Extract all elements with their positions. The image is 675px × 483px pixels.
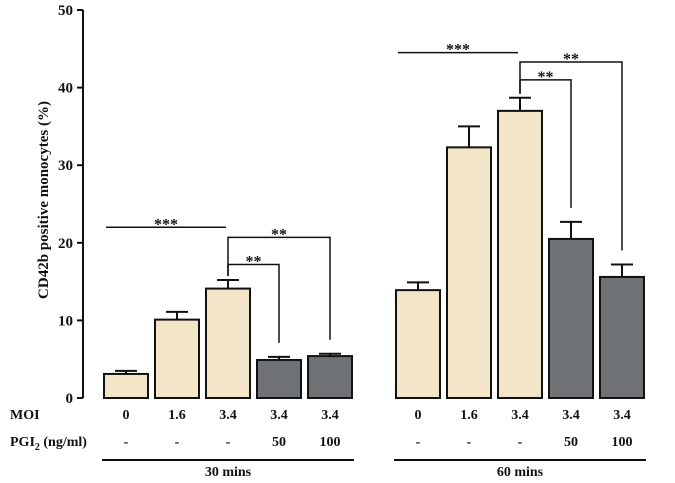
significance-bracket — [519, 61, 623, 251]
bar — [599, 275, 645, 399]
pgi-value: - — [416, 435, 421, 450]
bar — [446, 146, 492, 399]
moi-value: 3.4 — [321, 408, 339, 423]
pgi-value: - — [175, 435, 180, 450]
pgi-value: - — [226, 435, 231, 450]
pgi-row-label: PGI2 (ng/ml) — [10, 435, 87, 453]
bar — [307, 355, 353, 400]
significance-label: *** — [446, 42, 470, 59]
moi-value: 3.4 — [613, 408, 631, 423]
moi-value: 3.4 — [219, 408, 237, 423]
bar — [395, 289, 441, 399]
y-axis-label: CD42b positive monocytes (%) — [36, 101, 52, 299]
bars — [103, 96, 645, 400]
significance-label: ** — [563, 51, 579, 68]
y-tick-label: 50 — [58, 3, 73, 19]
bar — [497, 109, 543, 399]
condition-labels: MOI PGI2 (ng/ml) 0 - 1.6 - 3.4 - 3.4 50 3.4 100 30 m… — [10, 408, 646, 480]
y-tick-label: 30 — [58, 158, 73, 174]
moi-value: 1.6 — [168, 408, 186, 423]
y-tick-label: 20 — [58, 236, 73, 252]
significance-bracket — [227, 236, 331, 340]
pgi-value: - — [518, 435, 523, 450]
pgi-value: - — [124, 435, 129, 450]
significance-label: *** — [154, 216, 178, 233]
significance-annotations: ************** — [106, 42, 623, 343]
bar — [154, 318, 200, 399]
y-tick-label: 40 — [58, 81, 73, 97]
y-axis: 0 10 20 30 40 50 — [58, 3, 84, 407]
bar — [205, 287, 251, 400]
significance-label: ** — [246, 254, 262, 271]
pgi-value: 100 — [612, 435, 633, 450]
moi-value: 0 — [415, 408, 422, 423]
bar — [548, 237, 594, 399]
moi-value: 0 — [123, 408, 130, 423]
pgi-value: 50 — [272, 435, 286, 450]
moi-row-label: MOI — [10, 408, 40, 423]
group-label: 60 mins — [497, 465, 544, 480]
bar — [103, 372, 149, 399]
pgi-value: 100 — [320, 435, 341, 450]
moi-value: 1.6 — [460, 408, 478, 423]
group-label: 30 mins — [205, 465, 252, 480]
moi-value: 3.4 — [511, 408, 529, 423]
y-tick-label: 10 — [58, 313, 73, 329]
pgi-value: - — [467, 435, 472, 450]
y-tick-label: 0 — [66, 391, 74, 407]
significance-label: ** — [271, 226, 287, 243]
moi-value: 3.4 — [270, 408, 288, 423]
pgi-value: 50 — [564, 435, 578, 450]
significance-label: ** — [538, 69, 554, 86]
bar — [256, 358, 302, 400]
moi-value: 3.4 — [562, 408, 580, 423]
